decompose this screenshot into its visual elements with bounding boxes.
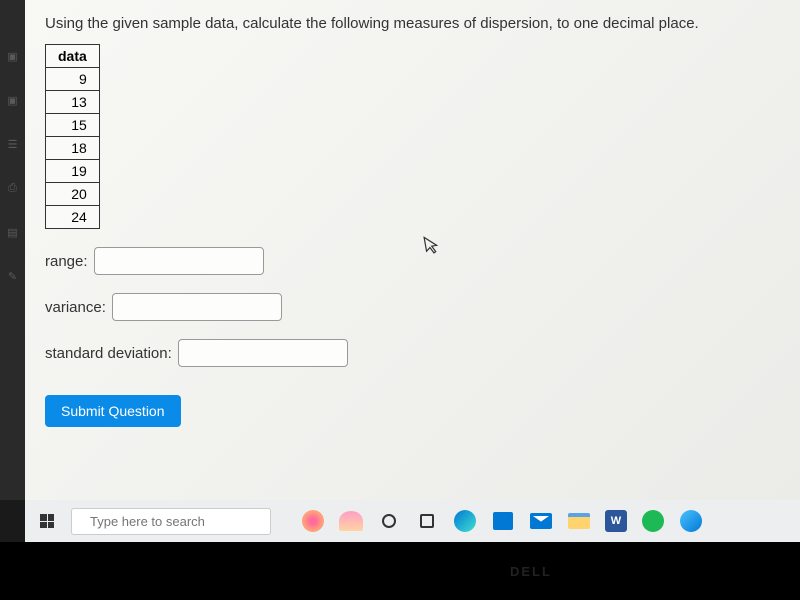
table-row: 9 <box>46 68 100 91</box>
search-input[interactable] <box>90 514 266 529</box>
task-view-icon[interactable] <box>415 509 439 533</box>
edge-legacy-icon[interactable] <box>679 509 703 533</box>
sidebar-icon-5[interactable]: ▤ <box>6 226 20 240</box>
submit-button[interactable]: Submit Question <box>45 395 181 427</box>
table-cell: 9 <box>46 68 100 91</box>
table-row: 15 <box>46 114 100 137</box>
dell-logo: DELL <box>510 564 552 579</box>
table-cell: 20 <box>46 183 100 206</box>
windows-taskbar: W <box>25 500 800 542</box>
variance-row: variance: <box>45 293 780 321</box>
taskbar-icons: W <box>301 509 703 533</box>
windows-icon <box>40 514 54 528</box>
table-cell: 15 <box>46 114 100 137</box>
table-row: 13 <box>46 91 100 114</box>
table-cell: 19 <box>46 160 100 183</box>
stddev-label: standard deviation: <box>45 345 172 362</box>
table-cell: 18 <box>46 137 100 160</box>
editor-sidebar: ▣ ▣ ☰ ⎙ ▤ ✎ <box>0 0 25 500</box>
start-button[interactable] <box>33 507 61 535</box>
cortana-icon[interactable] <box>377 509 401 533</box>
range-label: range: <box>45 253 88 270</box>
stddev-input[interactable] <box>178 339 348 367</box>
table-row: 18 <box>46 137 100 160</box>
question-prompt: Using the given sample data, calculate t… <box>45 15 780 32</box>
question-panel: Using the given sample data, calculate t… <box>25 0 800 500</box>
range-input[interactable] <box>94 247 264 275</box>
data-table: data 9131518192024 <box>45 44 100 229</box>
spotify-icon[interactable] <box>641 509 665 533</box>
word-icon[interactable]: W <box>605 510 627 532</box>
sidebar-icon-2[interactable]: ▣ <box>6 94 20 108</box>
app-icon-decoration[interactable] <box>301 509 325 533</box>
stddev-row: standard deviation: <box>45 339 780 367</box>
table-row: 20 <box>46 183 100 206</box>
sidebar-icon-6[interactable]: ✎ <box>6 270 20 284</box>
mail-icon[interactable] <box>529 509 553 533</box>
table-cell: 24 <box>46 206 100 229</box>
taskbar-search[interactable] <box>71 508 271 535</box>
table-body: 9131518192024 <box>46 68 100 229</box>
sidebar-icon-4[interactable]: ⎙ <box>6 182 20 196</box>
sidebar-icon-1[interactable]: ▣ <box>6 50 20 64</box>
table-cell: 13 <box>46 91 100 114</box>
table-row: 24 <box>46 206 100 229</box>
cursor-icon <box>423 234 443 261</box>
explorer-icon[interactable] <box>567 509 591 533</box>
variance-label: variance: <box>45 299 106 316</box>
monitor-bezel <box>0 542 800 600</box>
sidebar-icon-3[interactable]: ☰ <box>6 138 20 152</box>
edge-icon[interactable] <box>453 509 477 533</box>
store-icon[interactable] <box>491 509 515 533</box>
table-row: 19 <box>46 160 100 183</box>
app-icon-lotus[interactable] <box>339 509 363 533</box>
variance-input[interactable] <box>112 293 282 321</box>
table-header: data <box>46 45 100 68</box>
range-row: range: <box>45 247 780 275</box>
